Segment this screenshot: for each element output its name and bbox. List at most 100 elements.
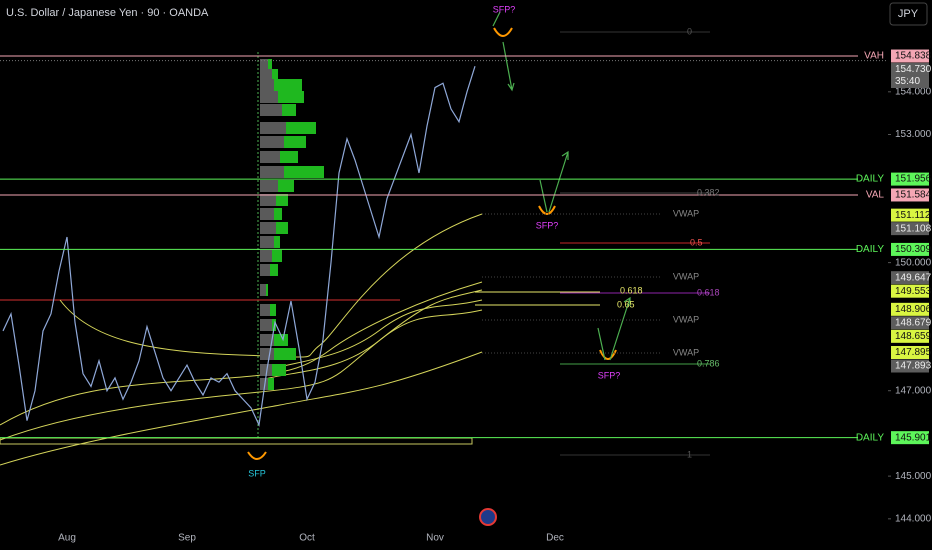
profile-bar bbox=[260, 222, 276, 234]
price-label: 148.659 bbox=[895, 331, 932, 342]
profile-bar bbox=[276, 194, 288, 206]
arrow bbox=[597, 296, 631, 361]
annotation: 0.5 bbox=[690, 237, 703, 247]
price-label: 151.956 bbox=[895, 174, 932, 185]
vwap-curve bbox=[259, 309, 483, 381]
profile-bar bbox=[260, 304, 270, 316]
profile-bar bbox=[260, 136, 284, 148]
profile-bar bbox=[260, 166, 284, 178]
annotation: 1 bbox=[687, 449, 692, 459]
annotation: SFP? bbox=[598, 370, 621, 380]
price-box bbox=[891, 63, 929, 77]
price-label: 151.584 bbox=[895, 190, 932, 201]
profile-bar bbox=[260, 348, 274, 360]
profile-bar bbox=[270, 264, 278, 276]
profile-bar bbox=[260, 250, 272, 262]
price-box bbox=[891, 346, 929, 360]
currency-button[interactable] bbox=[889, 2, 928, 26]
annotation: 0.65 bbox=[617, 299, 635, 309]
profile-bar bbox=[260, 104, 282, 116]
price-label: 147.893 bbox=[895, 361, 932, 372]
profile-bar bbox=[260, 91, 278, 103]
profile-bar bbox=[260, 69, 272, 81]
price-box bbox=[891, 316, 929, 330]
annotation: 0.618 bbox=[620, 285, 643, 295]
profile-bar bbox=[260, 319, 272, 331]
price-box bbox=[891, 188, 929, 202]
price-label: 150.309 bbox=[895, 244, 932, 255]
profile-bar bbox=[260, 284, 266, 296]
price-box bbox=[891, 208, 929, 222]
price-label: 154.838 bbox=[895, 51, 932, 62]
profile-bar bbox=[260, 194, 276, 206]
annotation: 0 bbox=[687, 26, 692, 36]
price-label: 154.730 bbox=[895, 64, 932, 75]
annotation: VWAP bbox=[673, 208, 699, 218]
price-box bbox=[891, 284, 929, 298]
price-label: 147.895 bbox=[895, 347, 932, 358]
annotation: VWAP bbox=[673, 271, 699, 281]
price-box bbox=[891, 271, 929, 285]
profile-bar bbox=[272, 69, 278, 81]
currency-label[interactable]: JPY bbox=[898, 8, 919, 20]
currency-flag[interactable] bbox=[479, 508, 497, 526]
profile-bar bbox=[274, 236, 280, 248]
x-tick-label: Nov bbox=[426, 533, 444, 544]
annotation: SFP bbox=[248, 468, 266, 478]
profile-bar bbox=[274, 208, 282, 220]
annotation: SFP? bbox=[536, 220, 559, 230]
profile-bar bbox=[276, 222, 288, 234]
profile-bar bbox=[260, 59, 268, 71]
profile-bar bbox=[278, 180, 294, 192]
annotation: SFP? bbox=[493, 4, 516, 14]
chart-title: U.S. Dollar / Japanese Yen · 90 · OANDA bbox=[6, 7, 209, 19]
price-line bbox=[2, 66, 476, 427]
y-tick-label: 147.000 bbox=[895, 385, 932, 396]
sfp-arc bbox=[538, 205, 556, 215]
decorations bbox=[0, 11, 710, 526]
profile-bar bbox=[268, 59, 272, 71]
y-tick-label: 144.000 bbox=[895, 513, 932, 524]
price-box bbox=[891, 431, 929, 445]
x-tick-label: Dec bbox=[546, 533, 564, 544]
profile-bar bbox=[260, 264, 270, 276]
sfp-arc bbox=[493, 27, 513, 37]
price-label: 148.906 bbox=[895, 304, 932, 315]
y-tick-label: 145.000 bbox=[895, 471, 932, 482]
price-label: 151.112 bbox=[895, 210, 931, 221]
y-tick-label: 153.000 bbox=[895, 129, 932, 140]
annotation: VWAP bbox=[673, 314, 699, 324]
y-tick-label: 154.000 bbox=[895, 86, 932, 97]
level-tag: DAILY bbox=[856, 174, 884, 185]
profile-bar bbox=[266, 284, 268, 296]
price-box bbox=[891, 359, 929, 373]
volume-profile bbox=[260, 59, 324, 390]
countdown-box bbox=[891, 75, 929, 89]
price-box bbox=[891, 302, 929, 316]
profile-bar bbox=[274, 79, 302, 91]
level-tag: DAILY bbox=[856, 432, 884, 443]
price-label: 149.553 bbox=[895, 286, 932, 297]
vwap-curve bbox=[0, 351, 483, 466]
profile-bar bbox=[286, 122, 316, 134]
price-box bbox=[891, 172, 929, 186]
y-tick-label: 150.000 bbox=[895, 257, 932, 268]
annotation: 0.786 bbox=[697, 358, 720, 368]
profile-bar bbox=[272, 250, 282, 262]
annotation: 0.382 bbox=[697, 187, 720, 197]
x-tick-label: Sep bbox=[178, 533, 196, 544]
profile-bar bbox=[260, 122, 286, 134]
price-box bbox=[891, 49, 929, 63]
price-label: 145.901 bbox=[895, 432, 932, 443]
price-label: 148.679 bbox=[895, 317, 932, 328]
profile-bar bbox=[272, 364, 286, 376]
price-box bbox=[891, 242, 929, 256]
level-tag: VAH bbox=[864, 51, 884, 62]
annotation: VWAP bbox=[673, 347, 699, 357]
price-box bbox=[891, 222, 929, 236]
vwap-curve bbox=[259, 299, 483, 373]
countdown: 35:40 bbox=[895, 76, 920, 87]
